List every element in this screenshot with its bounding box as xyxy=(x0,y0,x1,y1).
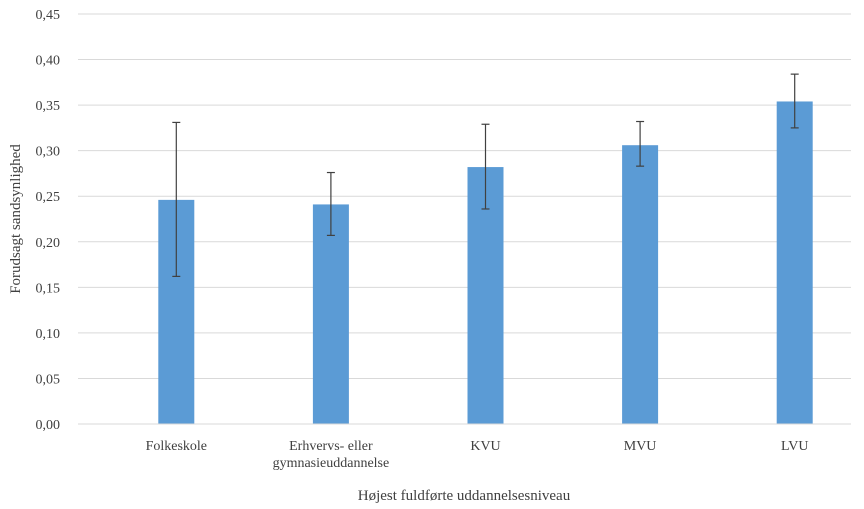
y-tick-label: 0,45 xyxy=(36,8,61,23)
y-tick-label: 0,05 xyxy=(36,372,61,387)
bar xyxy=(776,101,813,424)
y-tick-label: 0,00 xyxy=(36,418,61,433)
y-tick-label: 0,35 xyxy=(36,99,61,114)
gridlines xyxy=(78,13,851,379)
x-axis-ticks: Folkeskole Erhvervs- eller gymnasieuddanne… xyxy=(146,439,809,471)
y-axis-title: Forudsagt sandsynlighed xyxy=(8,144,24,294)
x-tick-label: KVU xyxy=(470,439,500,454)
bar xyxy=(622,145,659,424)
x-tick-label-line: MVU xyxy=(624,439,657,454)
y-tick-label: 0,30 xyxy=(36,145,61,160)
error-bar xyxy=(481,123,490,210)
y-tick-label: 0,25 xyxy=(36,190,61,205)
x-tick-label: LVU xyxy=(781,439,809,454)
x-tick-label: Erhvervs- eller gymnasieuddannelse xyxy=(273,439,390,471)
x-tick-label: MVU xyxy=(624,439,657,454)
y-tick-label: 0,20 xyxy=(36,236,61,251)
error-bar xyxy=(326,171,335,236)
bar xyxy=(312,204,349,424)
x-tick-label-line: LVU xyxy=(781,439,809,454)
x-tick-label-line: Erhvervs- eller xyxy=(289,439,373,454)
y-tick-label: 0,15 xyxy=(36,281,61,296)
x-tick-label-line: KVU xyxy=(470,439,500,454)
x-tick-label: Folkeskole xyxy=(146,439,207,454)
bar xyxy=(467,167,504,425)
y-axis-ticks: 0,00 0,05 0,10 0,15 0,20 0,25 0,30 0,35 0,40 0,45 xyxy=(36,8,61,433)
x-tick-label-line: Folkeskole xyxy=(146,439,207,454)
error-bar xyxy=(636,120,645,167)
error-bars xyxy=(172,73,799,277)
error-bar xyxy=(172,121,181,277)
y-tick-label: 0,40 xyxy=(36,54,61,69)
y-tick-label: 0,10 xyxy=(36,327,61,342)
x-tick-label-line: gymnasieuddannelse xyxy=(273,456,390,471)
x-axis-title: Højest fuldførte uddannelsesniveau xyxy=(358,488,571,504)
error-bar xyxy=(790,73,799,129)
